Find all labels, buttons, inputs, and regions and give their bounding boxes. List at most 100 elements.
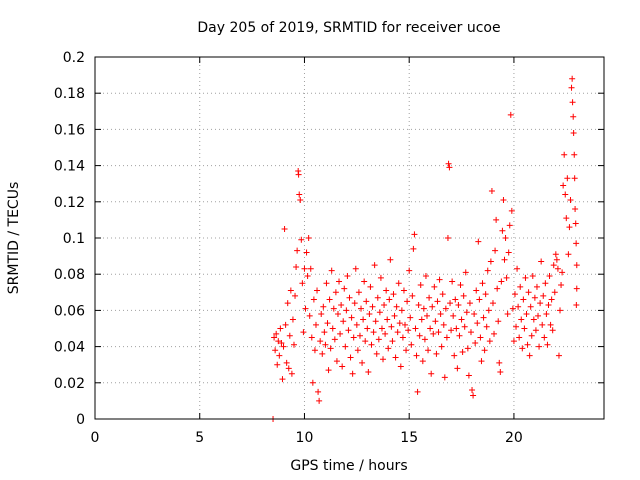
data-point <box>280 343 287 350</box>
data-point <box>467 329 474 336</box>
data-point <box>302 305 309 312</box>
data-point <box>444 235 451 241</box>
data-point <box>329 325 336 332</box>
data-point <box>290 341 297 348</box>
x-tick-label: 5 <box>195 430 204 446</box>
data-point <box>551 289 558 296</box>
data-point <box>402 321 409 328</box>
data-point <box>301 265 308 272</box>
data-point <box>298 236 305 243</box>
data-point <box>460 292 467 299</box>
data-point <box>573 240 580 247</box>
data-point <box>324 320 331 327</box>
data-point <box>355 289 362 296</box>
data-point <box>297 196 304 203</box>
data-point <box>279 376 286 383</box>
data-point <box>400 287 407 294</box>
data-point <box>497 368 504 375</box>
data-point <box>476 296 483 303</box>
data-point <box>340 318 347 325</box>
data-point <box>407 314 414 321</box>
data-point <box>429 303 436 310</box>
data-point <box>573 285 580 292</box>
data-point <box>430 330 437 337</box>
data-point <box>385 345 392 352</box>
data-point <box>493 216 500 223</box>
data-point <box>540 292 547 299</box>
data-point <box>323 280 330 287</box>
data-point <box>441 374 448 381</box>
data-point <box>296 191 303 198</box>
data-point <box>305 235 312 241</box>
y-tick-label: 0.18 <box>54 86 85 102</box>
data-point <box>538 258 545 265</box>
data-point <box>471 311 478 318</box>
data-point <box>408 341 415 348</box>
data-point <box>416 332 423 339</box>
data-point <box>461 323 468 330</box>
data-point <box>303 249 310 256</box>
data-point <box>474 320 481 327</box>
data-point <box>316 397 323 404</box>
data-point <box>498 278 505 285</box>
data-point <box>311 347 318 354</box>
data-point <box>459 349 466 356</box>
data-point <box>516 334 523 341</box>
data-point <box>554 265 561 272</box>
y-tick-label: 0 <box>76 412 85 428</box>
data-point <box>521 325 528 332</box>
data-point <box>473 287 480 294</box>
data-point <box>426 294 433 301</box>
data-point <box>350 334 357 341</box>
data-point <box>552 251 559 258</box>
data-point <box>572 206 579 213</box>
data-point <box>509 305 516 312</box>
data-point <box>446 164 453 171</box>
data-point <box>541 334 548 341</box>
data-point <box>567 196 574 203</box>
data-point <box>571 151 578 158</box>
data-point <box>367 283 374 290</box>
data-point <box>455 301 462 308</box>
data-point <box>308 334 315 341</box>
data-point <box>427 325 434 332</box>
data-point <box>533 283 540 290</box>
data-point <box>458 316 465 323</box>
data-point <box>377 274 384 281</box>
data-point <box>371 262 378 269</box>
data-point <box>306 312 313 319</box>
data-point <box>319 350 326 357</box>
data-point <box>281 225 288 232</box>
data-point <box>332 289 339 296</box>
data-point <box>394 329 401 336</box>
data-point <box>320 303 327 310</box>
data-point <box>572 220 579 227</box>
data-point <box>488 187 495 194</box>
data-point <box>294 247 301 254</box>
data-point <box>524 341 531 348</box>
data-point <box>420 305 427 312</box>
data-point <box>368 341 375 348</box>
data-point <box>287 287 294 294</box>
data-point <box>321 329 328 336</box>
data-point <box>403 347 410 354</box>
data-point <box>445 160 452 167</box>
data-point <box>382 330 389 337</box>
data-point <box>398 307 405 314</box>
data-point <box>387 256 394 263</box>
x-tick-label: 0 <box>91 430 100 446</box>
data-point <box>361 278 368 285</box>
y-tick-label: 0.06 <box>54 303 85 319</box>
data-point <box>347 354 354 361</box>
data-point <box>549 327 556 334</box>
data-point <box>559 269 566 276</box>
data-point <box>397 363 404 370</box>
data-point <box>283 359 290 366</box>
data-point <box>449 278 456 285</box>
y-tick-label: 0.14 <box>54 159 85 175</box>
data-point <box>435 329 442 336</box>
data-point <box>550 262 557 269</box>
data-point <box>508 207 515 214</box>
x-tick-label: 10 <box>296 430 314 446</box>
y-tick-label: 0.02 <box>54 376 85 392</box>
